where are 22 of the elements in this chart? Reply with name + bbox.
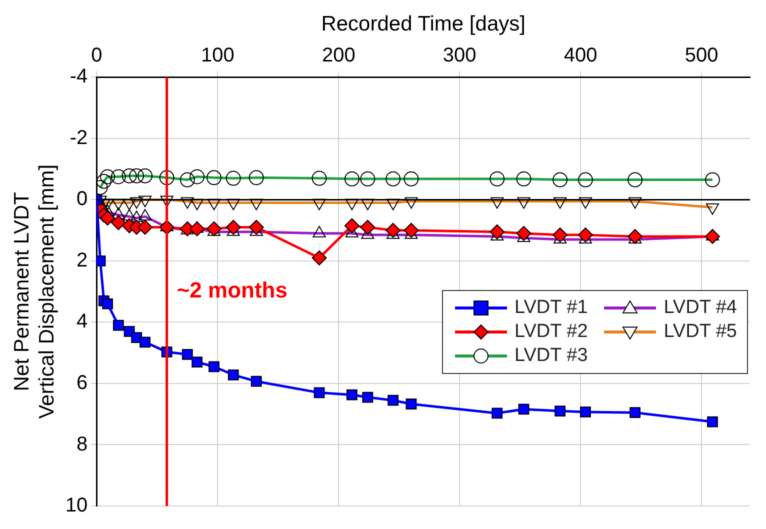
ref-line-label: ~2 months [176,278,288,303]
y-tick-label: 8 [76,433,88,456]
x-tick-label: 300 [442,44,476,67]
legend-label: LVDT #5 [664,321,737,343]
y-tick-label: -4 [70,66,88,88]
legend-label: LVDT #2 [514,321,588,343]
y-tick-label: 6 [76,372,88,394]
y-tick-label: 2 [76,249,88,272]
x-tick-label: 500 [684,44,718,67]
x-axis-title: Recorded Time [days] [321,12,526,36]
legend-label: LVDT #1 [514,297,588,319]
y-tick-label: 0 [76,188,88,210]
x-tick-label: 400 [564,44,598,67]
x-tick-label: 0 [91,44,102,67]
x-tick-label: 100 [200,44,234,67]
legend-label: LVDT #3 [514,345,588,367]
y-tick-label: 4 [76,310,88,333]
y-tick-label: 10 [65,494,88,517]
y-tick-label: -2 [70,126,88,149]
x-tick-label: 200 [322,44,356,67]
y-axis-title: Net Permanent LVDT Vertical Displacement [mm] [10,164,59,419]
legend-label: LVDT #4 [664,297,737,319]
